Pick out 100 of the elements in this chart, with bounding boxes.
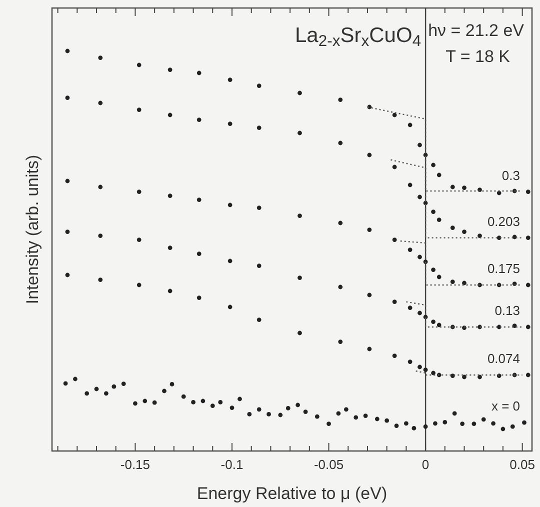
- point: [526, 372, 530, 378]
- x-axis-title: Energy Relative to μ (eV): [196, 484, 388, 503]
- point: [98, 234, 103, 238]
- point: [431, 320, 436, 324]
- point: [460, 422, 465, 426]
- point: [436, 274, 442, 280]
- point: [338, 140, 343, 146]
- point: [298, 90, 302, 96]
- point: [65, 272, 70, 278]
- point: [462, 326, 466, 330]
- point: [526, 190, 530, 194]
- point: [256, 206, 262, 210]
- point: [512, 282, 517, 286]
- point: [162, 388, 166, 394]
- point: [210, 404, 215, 408]
- point: [170, 382, 174, 386]
- x-tick-label: -0.1: [220, 457, 244, 472]
- point: [98, 100, 103, 106]
- point: [408, 122, 412, 128]
- text: La$_{2-x}$Sr$_{x}$CuO$_{4}$: [295, 24, 422, 50]
- point: [462, 280, 466, 286]
- point: [94, 386, 99, 392]
- point: [256, 407, 262, 412]
- point: [168, 112, 172, 118]
- point: [136, 238, 142, 242]
- point: [168, 68, 172, 72]
- point: [392, 238, 397, 242]
- point: [367, 292, 372, 298]
- point: [266, 412, 271, 416]
- point: [354, 415, 358, 420]
- point: [63, 381, 68, 386]
- point: [481, 417, 486, 422]
- point: [436, 218, 442, 222]
- point: [526, 282, 530, 288]
- point: [392, 164, 397, 170]
- point: [181, 394, 186, 399]
- series-label: 0.13: [494, 303, 520, 318]
- point: [374, 416, 380, 422]
- point: [256, 84, 262, 88]
- point: [286, 406, 290, 410]
- point: [367, 152, 372, 158]
- point: [168, 246, 172, 250]
- point: [452, 411, 457, 416]
- point: [450, 184, 455, 190]
- point: [230, 406, 234, 410]
- point: [418, 364, 422, 370]
- point: [218, 400, 223, 404]
- series-label: 0.074: [487, 351, 520, 366]
- point: [65, 178, 70, 184]
- point: [298, 214, 302, 218]
- point: [423, 424, 428, 429]
- point: [338, 340, 343, 344]
- point: [408, 182, 412, 188]
- point: [168, 194, 172, 198]
- x-tick-label: 0: [422, 457, 430, 472]
- point: [384, 418, 390, 423]
- point: [431, 370, 436, 376]
- point: [98, 184, 103, 190]
- point: [478, 188, 482, 192]
- point: [408, 306, 412, 310]
- y-axis-title: Intensity (arb. units): [23, 154, 42, 304]
- point: [73, 376, 78, 382]
- series-label: x = 0: [491, 398, 520, 414]
- point: [462, 374, 466, 380]
- point: [65, 96, 70, 100]
- point: [196, 118, 202, 122]
- point: [338, 284, 343, 290]
- point: [200, 398, 206, 404]
- point: [418, 194, 422, 200]
- point: [196, 70, 202, 76]
- point: [336, 411, 341, 416]
- point: [418, 310, 422, 316]
- point: [431, 210, 436, 214]
- point: [367, 346, 372, 352]
- point: [462, 186, 466, 190]
- point: [392, 300, 397, 304]
- point: [65, 230, 70, 234]
- point: [478, 374, 482, 380]
- x-tick-label: -0.15: [120, 457, 150, 472]
- point: [296, 402, 300, 408]
- x-tick-label: 0.05: [510, 457, 535, 472]
- point: [168, 288, 172, 294]
- point: [412, 426, 416, 430]
- point: [392, 354, 397, 358]
- series-label: 0.203: [487, 214, 520, 229]
- point: [298, 276, 302, 280]
- point: [450, 280, 455, 284]
- point: [338, 98, 343, 102]
- point: [136, 62, 142, 68]
- point: [298, 330, 302, 336]
- point: [98, 278, 103, 282]
- point: [462, 230, 466, 234]
- point: [228, 78, 232, 82]
- point: [418, 142, 422, 148]
- point: [136, 108, 142, 112]
- point: [526, 236, 530, 240]
- point: [367, 228, 372, 232]
- point: [363, 414, 368, 418]
- point: [500, 426, 506, 432]
- point: [431, 162, 436, 168]
